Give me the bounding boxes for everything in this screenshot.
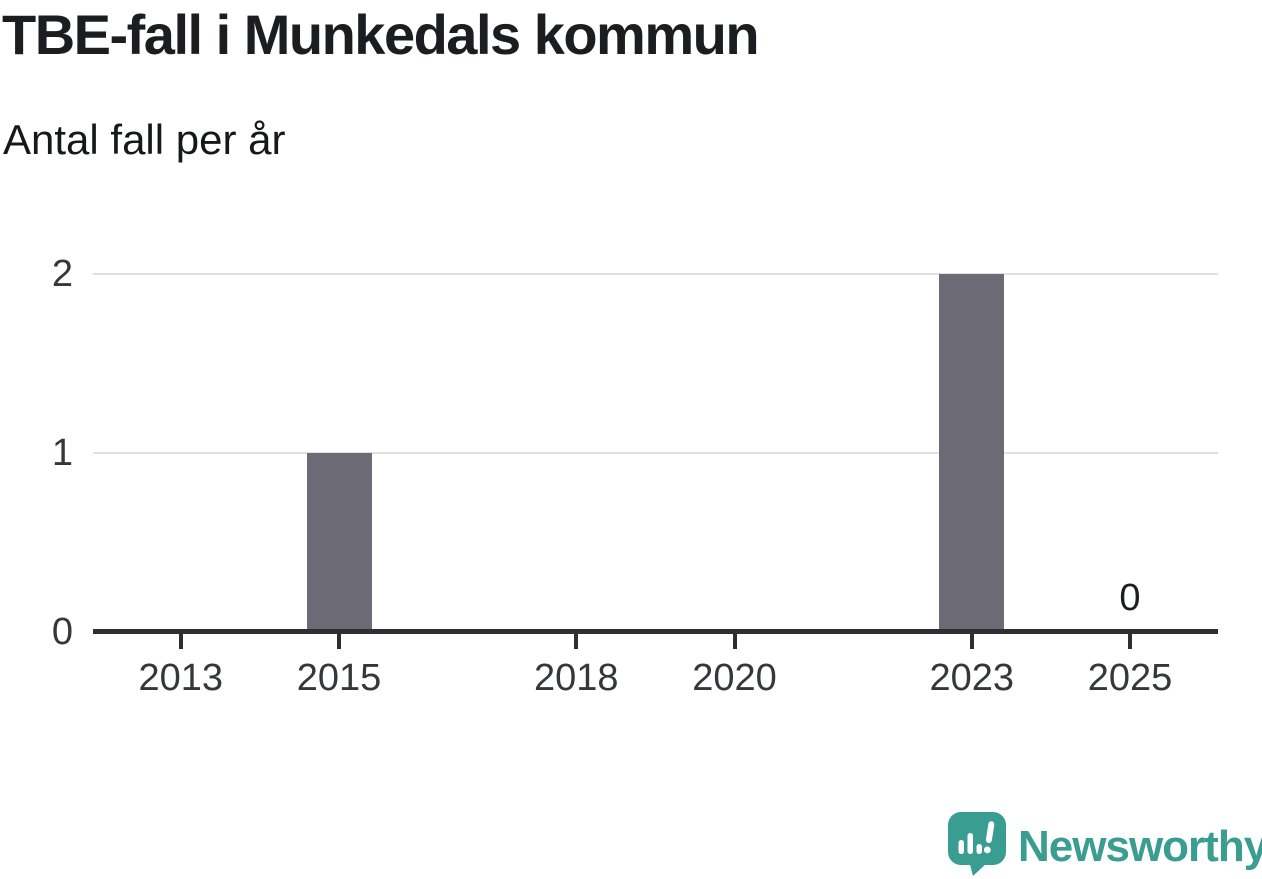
y-gridline [93,452,1218,454]
x-axis-tick [574,634,579,649]
x-axis-tick-label: 2020 [692,657,777,699]
x-axis-tick [969,634,974,649]
x-axis-tick-label: 2025 [1087,657,1173,699]
x-axis-tick [732,634,737,649]
x-axis-tick-label: 2023 [929,657,1015,699]
y-gridline [93,273,1218,275]
bar-2023 [939,274,1005,632]
x-axis-tick [1128,634,1132,649]
y-axis-tick-label: 0 [51,611,73,653]
chart-subtitle: Antal fall per år [3,116,286,163]
x-axis-line [93,629,1218,634]
y-axis-tick-label: 1 [51,432,73,474]
x-axis-tick [178,634,183,649]
newsworthy-logo-icon [948,812,1006,876]
bar-value-label: 0 [1119,577,1141,619]
x-axis-tick [337,634,341,649]
y-axis-tick-label: 2 [51,253,73,295]
newsworthy-brand-text: Newsworthy [1018,822,1262,871]
x-axis-tick-label: 2015 [296,657,382,699]
x-axis-tick-label: 2018 [534,657,619,699]
bar-2015 [306,453,372,632]
chart-title: TBE-fall i Munkedals kommun [2,3,760,66]
x-axis-tick-label: 2013 [138,657,224,699]
